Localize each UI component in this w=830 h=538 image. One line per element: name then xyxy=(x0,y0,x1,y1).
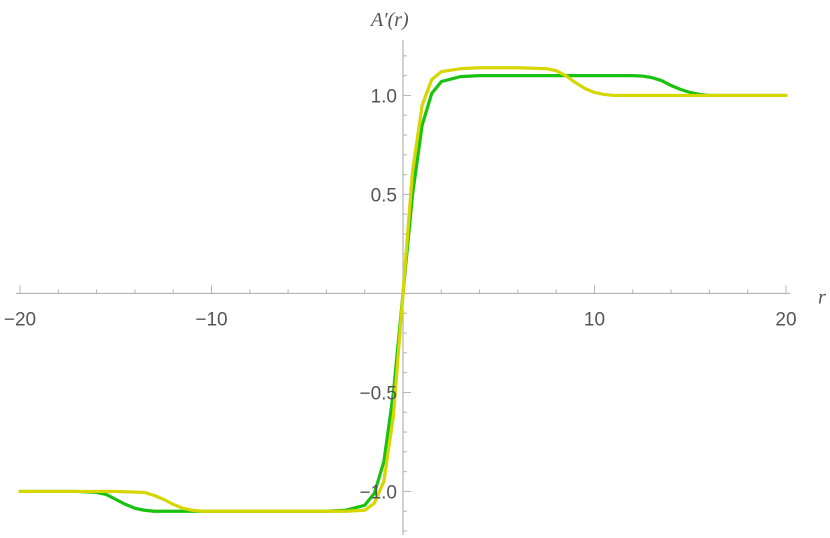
y-tick-label: −0.5 xyxy=(359,383,397,404)
series-line-2 xyxy=(18,66,788,513)
x-tick-label: 20 xyxy=(775,309,796,330)
x-tick-label: −20 xyxy=(4,309,36,330)
y-tick-label: −1.0 xyxy=(359,482,397,503)
x-tick-label: −10 xyxy=(195,309,227,330)
tick-labels: −20 −10 10 20 1.0 0.5 −0.5 −1.0 xyxy=(4,86,797,503)
y-axis-label: A′(r) xyxy=(369,9,409,31)
y-tick-label: 1.0 xyxy=(371,86,397,107)
x-tick-label: 10 xyxy=(584,309,605,330)
series-group xyxy=(18,66,788,513)
x-axis-label: r xyxy=(818,286,826,308)
y-tick-label: 0.5 xyxy=(371,185,397,206)
